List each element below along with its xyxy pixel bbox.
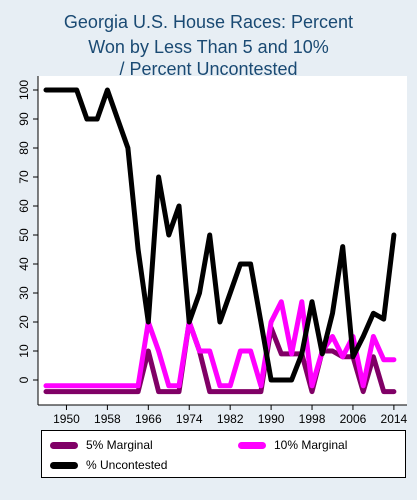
y-tick-label: 80 (17, 141, 31, 155)
series-uncontested-line (43, 87, 397, 383)
y-axis-ticks: 0 10 20 30 40 50 60 70 80 90 100 (17, 80, 38, 383)
chart-title-line-1: Georgia U.S. House Races: Percent (63, 12, 354, 32)
legend-label-uncontested: % Uncontested (86, 458, 168, 472)
y-tick-label: 10 (17, 344, 31, 358)
legend-label-5pct: 5% Marginal (86, 438, 153, 452)
y-tick-label: 30 (17, 286, 31, 300)
x-tick-label: 1990 (258, 412, 285, 426)
chart-title-line-2: Won by Less Than 5 and 10% (88, 37, 329, 57)
x-tick-label: 1974 (176, 412, 203, 426)
legend-label-10pct: 10% Marginal (274, 438, 348, 452)
y-tick-label: 20 (17, 315, 31, 329)
series-10pct-marginal-line (43, 299, 397, 389)
y-tick-label: 70 (17, 170, 31, 184)
legend-swatch-5pct (50, 442, 78, 449)
y-tick-label: 100 (17, 80, 31, 100)
y-tick-label: 0 (17, 376, 31, 383)
y-tick-label: 40 (17, 257, 31, 271)
x-tick-label: 1966 (135, 412, 162, 426)
series-5pct-marginal-line (43, 319, 397, 395)
y-tick-label: 50 (17, 228, 31, 242)
legend-swatch-uncontested (50, 462, 78, 469)
x-tick-label: 2006 (340, 412, 367, 426)
x-tick-label: 1982 (217, 412, 244, 426)
x-tick-label: 2014 (381, 412, 408, 426)
x-tick-label: 1950 (53, 412, 80, 426)
series-lines (43, 87, 397, 395)
legend: 5% Marginal 10% Marginal % Uncontested (41, 430, 406, 478)
x-tick-label: 1998 (299, 412, 326, 426)
x-axis-ticks: 1950 1958 1966 1974 1982 1990 1998 2006 2014 (53, 405, 408, 426)
y-tick-label: 90 (17, 112, 31, 126)
legend-swatch-10pct (238, 442, 266, 449)
chart-title-line-3: / Percent Uncontested (119, 59, 298, 79)
y-tick-label: 60 (17, 199, 31, 213)
x-tick-label: 1958 (94, 412, 121, 426)
